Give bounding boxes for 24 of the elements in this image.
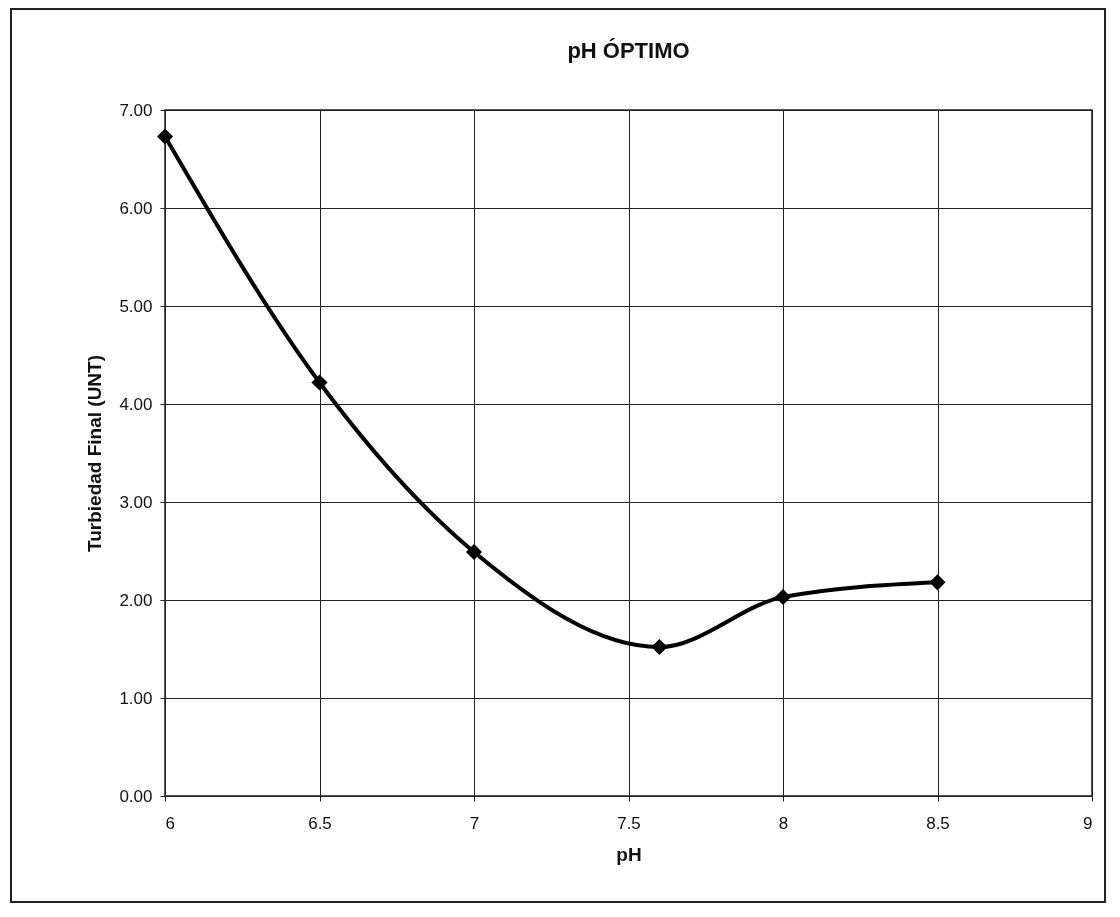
y-tick-label: 0.00: [119, 786, 153, 806]
point: [929, 574, 946, 591]
x-tick-label: 7.5: [617, 813, 641, 833]
point: [651, 638, 668, 656]
x-tick-label: 6: [165, 813, 175, 833]
y-tick-label: 2.00: [119, 590, 153, 610]
x-axis-title: pH: [616, 843, 642, 865]
y-tick-label: 5.00: [119, 296, 153, 316]
x-tick-label: 8.5: [926, 813, 950, 833]
x-tick-label: 7: [469, 813, 480, 833]
point: [311, 374, 328, 391]
y-tick-label: 1.00: [119, 688, 153, 708]
y-tick-label: 6.00: [119, 198, 153, 218]
x-tick-label: 8: [778, 813, 789, 833]
y-tick-label: 3.00: [119, 492, 153, 512]
x-tick-label: 6.5: [308, 813, 332, 833]
point: [156, 128, 174, 145]
y-axis-title: Turbiedad Final (UNT): [84, 354, 106, 553]
y-tick-label: 4.00: [119, 394, 153, 414]
x-tick-label: 9: [1083, 813, 1093, 833]
point: [465, 543, 483, 561]
chart-title: pH ÓPTIMO: [567, 38, 690, 63]
y-tick-label: 7.00: [119, 100, 153, 120]
point: [774, 589, 792, 606]
